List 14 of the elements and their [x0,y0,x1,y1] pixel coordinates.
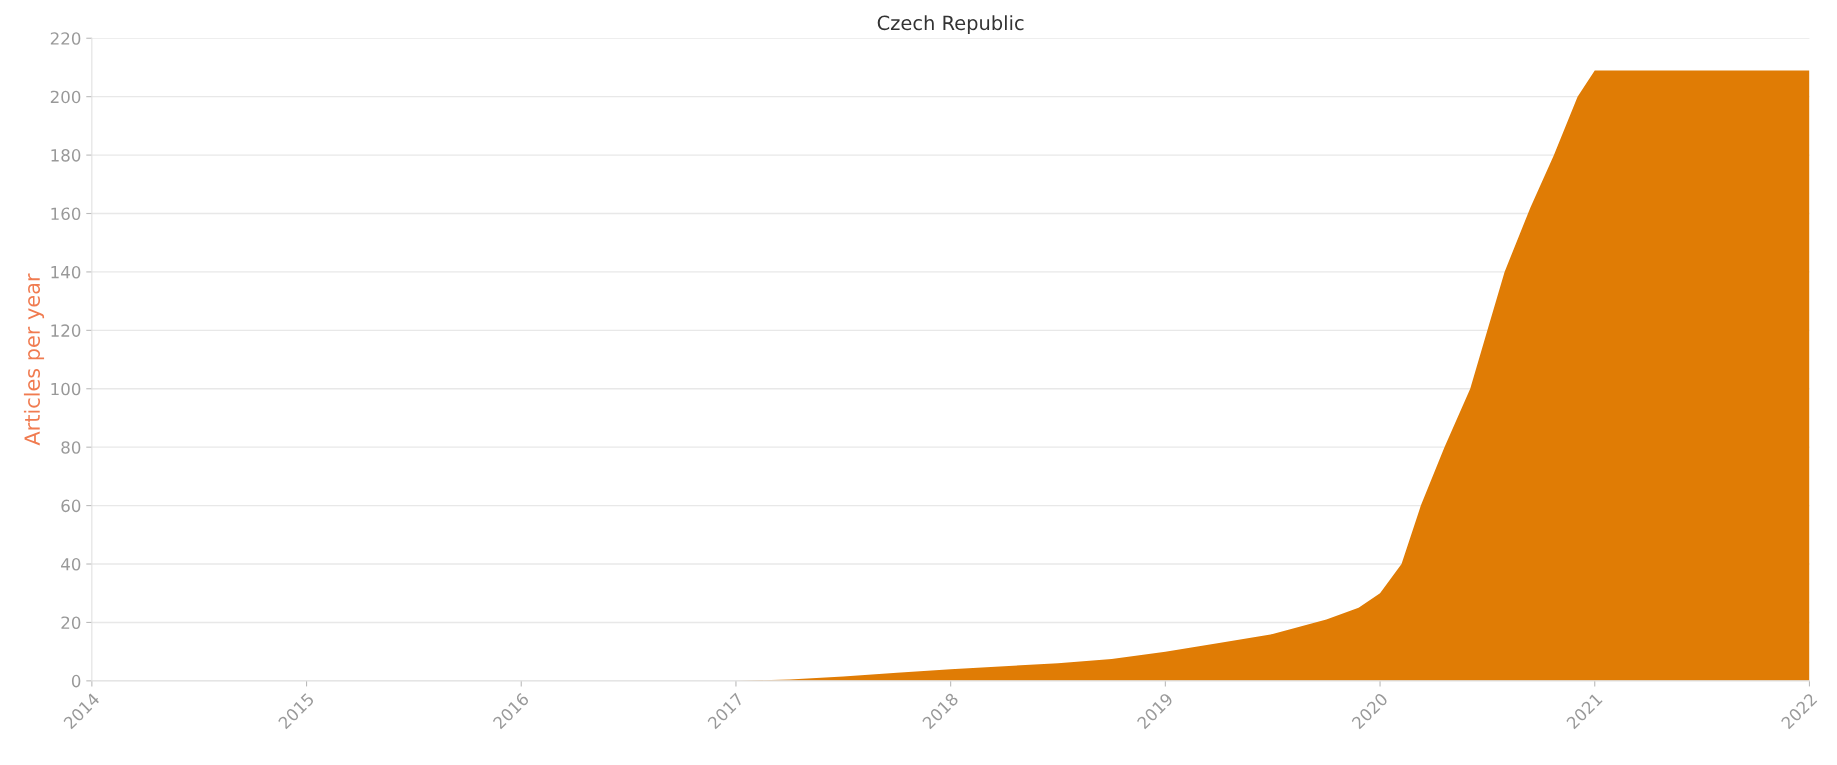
y-tick-label: 80 [61,441,81,454]
y-tick-label: 40 [61,557,81,571]
y-tick-label: 100 [51,382,81,396]
y-tick-label: 200 [50,90,81,104]
y-tick-label: 160 [51,207,81,221]
y-tick-label: 120 [51,324,81,337]
y-tick-label: 140 [51,265,81,279]
y-tick-label: 180 [51,149,81,162]
y-tick-label: 60 [61,499,81,513]
y-tick-label: 220 [50,32,81,45]
y-axis-title: Articles per year [23,273,45,446]
y-tick-label: 0 [71,674,81,688]
chart-title: Czech Republic [877,15,1024,34]
y-tick-label: 20 [61,616,81,629]
